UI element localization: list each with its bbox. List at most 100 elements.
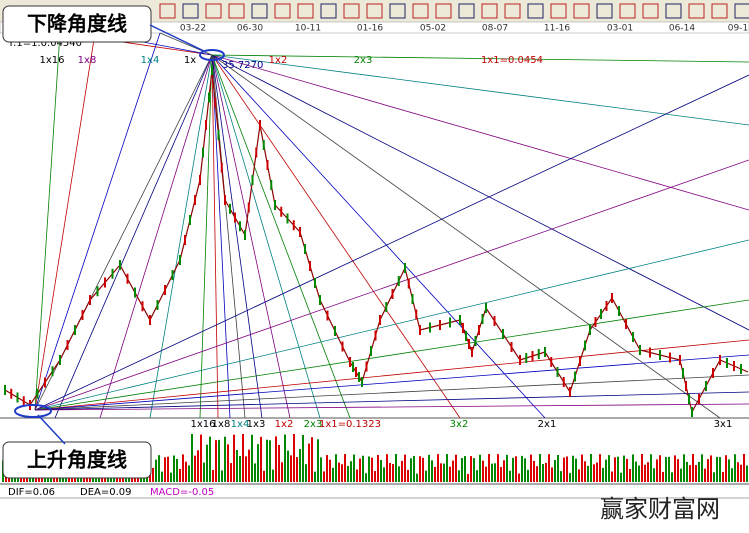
volume-bar <box>542 464 544 482</box>
fan-label: 1x8 <box>78 55 97 66</box>
volume-bar <box>608 455 610 482</box>
candle <box>411 294 414 304</box>
dea-label: DEA=0.09 <box>80 487 132 498</box>
tool-icon <box>504 3 521 19</box>
volume-bar <box>335 454 337 482</box>
candle <box>584 340 586 351</box>
fan-line <box>211 54 749 211</box>
candle <box>326 310 329 321</box>
volume-bar <box>215 440 217 482</box>
volume-bar <box>566 456 568 482</box>
volume-bar <box>266 439 268 482</box>
fan-line <box>211 54 461 419</box>
candle <box>481 314 484 324</box>
candle <box>280 206 283 217</box>
date-label: 03-01 <box>607 24 633 34</box>
volume-bar <box>551 467 553 482</box>
candle <box>319 295 321 305</box>
volume-bar <box>164 457 166 482</box>
candle <box>81 310 84 320</box>
volume-bar <box>476 470 478 482</box>
volume-bar <box>668 456 670 482</box>
toolbar-icons <box>159 3 749 19</box>
volume-bar <box>371 457 373 482</box>
candle <box>251 175 254 185</box>
volume-bar <box>170 472 172 482</box>
candle <box>244 230 246 240</box>
volume-bar <box>278 444 280 482</box>
toolbar <box>0 0 749 22</box>
volume-bar <box>218 439 220 482</box>
volume-bar <box>629 469 631 482</box>
candle <box>719 355 721 365</box>
volume-bar <box>488 454 490 482</box>
volume-bar <box>680 468 682 482</box>
fan-line <box>211 54 219 419</box>
candle <box>493 316 496 326</box>
candle <box>22 396 25 407</box>
candle <box>262 140 265 150</box>
volume-bar <box>248 449 250 482</box>
candle <box>314 278 316 288</box>
volume-bar <box>470 456 472 482</box>
watermark: 赢家财富网 <box>600 495 720 523</box>
volume-bar <box>506 454 508 482</box>
tool-icon <box>481 3 498 19</box>
candle <box>639 345 641 355</box>
volume-bar <box>392 463 394 482</box>
volume-bar <box>509 470 511 482</box>
volume-bar <box>746 465 748 482</box>
volume-bar <box>527 469 529 482</box>
volume-bar <box>314 471 316 482</box>
volume-bar <box>305 464 307 482</box>
volume-bar <box>482 460 484 482</box>
volume-bar <box>689 465 691 482</box>
fan-line <box>211 54 291 419</box>
top-fan-labels: 1x16 1x8 1x4 1x 1x2 2x3 1x1=0.0454 <box>39 55 543 66</box>
candle <box>149 315 151 325</box>
candle <box>208 92 210 103</box>
volume-bar <box>674 455 676 482</box>
fan-label: 3x1 <box>714 419 733 430</box>
candle <box>600 309 602 319</box>
volume-bar <box>452 460 454 482</box>
tool-icon <box>734 3 749 19</box>
volume-bar <box>359 458 361 482</box>
candle <box>104 277 106 288</box>
candle <box>471 347 473 357</box>
candle <box>669 352 671 363</box>
candle <box>286 213 289 224</box>
rising-annotation: 上升角度线 <box>27 448 127 472</box>
candle <box>224 195 226 205</box>
fan-label: 3x2 <box>450 419 469 430</box>
volume-bar <box>695 465 697 482</box>
volume-bar <box>179 468 181 482</box>
date-labels: 03-22 06-30 10-11 01-16 05-02 08-07 11-16 03-01… <box>180 24 748 34</box>
tool-icon <box>573 3 590 19</box>
volume-bar <box>734 454 736 482</box>
volume-bar <box>200 434 202 482</box>
volume-bar <box>365 473 367 482</box>
volume-bar <box>419 456 421 482</box>
volume-bar <box>332 467 334 482</box>
candle <box>156 300 159 310</box>
volume-bar <box>239 456 241 482</box>
volume-bar <box>626 458 628 482</box>
volume-bar <box>428 454 430 482</box>
volume-bar <box>272 469 274 482</box>
volume-bar <box>461 458 463 482</box>
volume-bar <box>701 454 703 482</box>
candle <box>16 392 19 403</box>
candle <box>59 355 61 365</box>
volume-bar <box>515 456 517 482</box>
volume-bar <box>230 463 232 482</box>
fan-label: 1x8 <box>212 419 231 430</box>
peak-marker <box>199 49 225 61</box>
date-label: 06-30 <box>237 24 263 34</box>
volume-bar <box>236 449 238 482</box>
volume-bar <box>185 461 187 482</box>
candle <box>36 388 39 399</box>
volume-bar <box>683 454 685 482</box>
volume-bar <box>614 457 616 482</box>
volume-bar <box>491 463 493 482</box>
